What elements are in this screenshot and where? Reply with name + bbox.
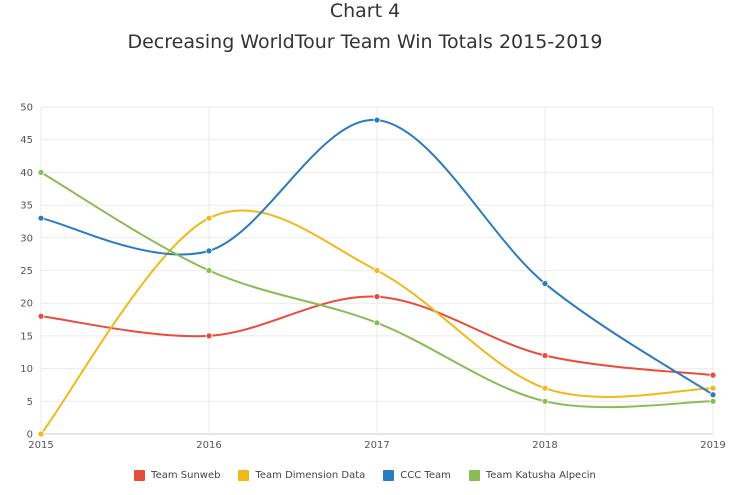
data-point-team-dimension-data[interactable] xyxy=(37,430,45,438)
x-tick-label: 2017 xyxy=(364,440,389,451)
y-tick-label: 30 xyxy=(20,233,33,244)
legend-swatch xyxy=(134,470,146,481)
data-point-team-sunweb[interactable] xyxy=(541,352,549,359)
x-tick-label: 2018 xyxy=(532,440,557,451)
legend-item-team-dimension-data[interactable]: Team Dimension Data xyxy=(238,470,365,481)
data-point-team-sunweb[interactable] xyxy=(205,332,213,340)
data-point-team-dimension-data[interactable] xyxy=(541,384,549,392)
data-point-team-dimension-data[interactable] xyxy=(205,214,213,222)
y-tick-label: 10 xyxy=(20,364,33,375)
data-point-ccc-team[interactable] xyxy=(373,116,381,124)
data-point-team-katusha-alpecin[interactable] xyxy=(37,168,45,176)
legend-item-team-katusha-alpecin[interactable]: Team Katusha Alpecin xyxy=(468,470,596,481)
data-point-ccc-team[interactable] xyxy=(709,391,717,399)
data-point-team-sunweb[interactable] xyxy=(709,371,717,379)
data-point-team-dimension-data[interactable] xyxy=(709,384,717,392)
y-tick-label: 25 xyxy=(20,266,33,277)
data-point-team-katusha-alpecin[interactable] xyxy=(205,267,213,274)
data-point-team-sunweb[interactable] xyxy=(37,312,45,320)
data-point-team-sunweb[interactable] xyxy=(373,293,381,301)
y-tick-label: 35 xyxy=(20,201,33,212)
data-points xyxy=(37,116,717,438)
legend-item-team-sunweb[interactable]: Team Sunweb xyxy=(134,470,220,481)
data-point-team-katusha-alpecin[interactable] xyxy=(709,397,717,405)
y-tick-label: 50 xyxy=(20,103,33,114)
legend-swatch xyxy=(238,470,250,481)
legend-label: Team Katusha Alpecin xyxy=(485,470,596,481)
data-point-ccc-team[interactable] xyxy=(37,214,45,222)
y-tick-label: 40 xyxy=(20,168,33,179)
y-tick-label: 5 xyxy=(27,397,33,408)
legend-swatch xyxy=(468,470,480,481)
data-point-team-katusha-alpecin[interactable] xyxy=(541,397,549,405)
y-tick-label: 15 xyxy=(20,331,33,342)
y-tick-label: 20 xyxy=(20,299,33,310)
y-tick-label: 45 xyxy=(20,135,33,146)
x-tick-label: 2019 xyxy=(700,440,725,451)
chart-title: Chart 4 xyxy=(329,0,401,22)
axes: 0 5 10 15 20 25 30 35 40 45 50 2015 2016 2017 2018 2019 xyxy=(20,103,725,452)
legend-item-ccc-team[interactable]: CCC Team xyxy=(383,470,451,481)
legend: Team Sunweb Team Dimension Data CCC Team Te… xyxy=(0,470,730,481)
x-tick-label: 2015 xyxy=(28,440,53,451)
x-tick-label: 2016 xyxy=(196,440,221,451)
legend-label: CCC Team xyxy=(400,470,451,481)
series-line-team-dimension-data xyxy=(40,209,714,435)
legend-label: Team Dimension Data xyxy=(255,470,366,481)
data-point-ccc-team[interactable] xyxy=(205,247,213,255)
y-tick-label: 0 xyxy=(27,430,33,441)
chart-header: Chart 4 Decreasing WorldTour Team Win To… xyxy=(0,0,730,53)
legend-label: Team Sunweb xyxy=(151,470,221,481)
grid xyxy=(40,106,714,435)
chart-subtitle: Decreasing WorldTour Team Win Totals 201… xyxy=(127,31,603,53)
data-point-ccc-team[interactable] xyxy=(541,280,549,287)
legend-swatch xyxy=(383,470,395,481)
data-point-team-katusha-alpecin[interactable] xyxy=(373,319,381,327)
data-point-team-dimension-data[interactable] xyxy=(373,267,381,274)
